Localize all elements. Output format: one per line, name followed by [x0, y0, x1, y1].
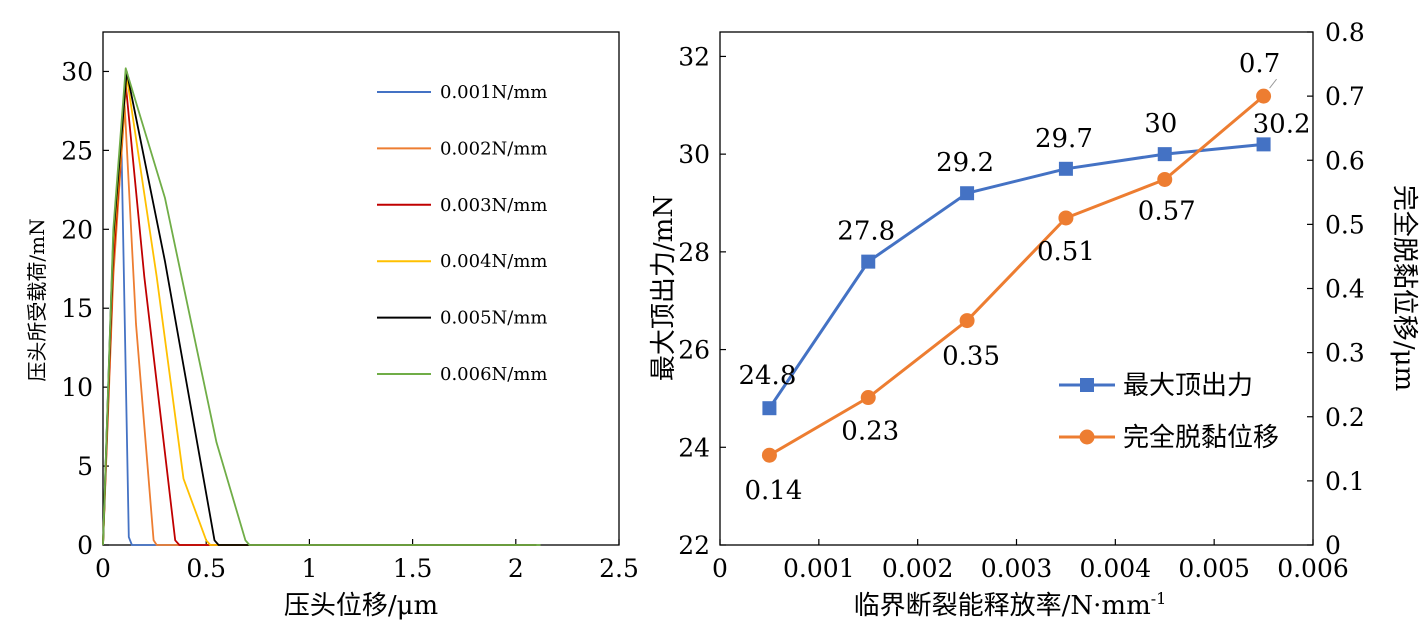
right-legend-marker-2 — [1079, 429, 1095, 445]
left-x-tick-label: 1 — [301, 554, 317, 583]
right-x-tick-label: 0.004 — [1080, 554, 1152, 583]
left-x-tick-label: 2 — [508, 554, 524, 583]
left-legend: 0.001N/mm 0.002N/mm 0.003N/mm 0.004N/mm 0.00… — [377, 82, 547, 385]
force-displacement-vs-energy-chart: 0 0.001 0.002 0.003 0.004 0.005 0.006 22 24 26 28… — [649, 18, 1419, 621]
right-y-right-tick-label: 0.6 — [1325, 146, 1365, 175]
data-point-max-force — [1256, 137, 1271, 152]
right-y-right-tick-label: 0.1 — [1325, 467, 1365, 496]
right-x-tick-label: 0.003 — [981, 554, 1053, 583]
legend-label-5: 0.005N/mm — [440, 308, 547, 329]
left-y-tick-label: 5 — [77, 452, 93, 481]
right-y-right-tick-label: 0 — [1325, 531, 1341, 560]
left-x-tick-label: 2.5 — [599, 554, 639, 583]
left-x-axis-label: 压头位移/μm — [284, 591, 438, 621]
legend-label-6: 0.006N/mm — [440, 364, 547, 385]
label-leader-line — [1269, 78, 1277, 89]
right-x-ticks: 0 0.001 0.002 0.003 0.004 0.005 0.006 — [712, 539, 1349, 583]
right-x-tick-label: 0.005 — [1178, 554, 1250, 583]
data-label-max-force: 24.8 — [738, 361, 796, 391]
right-y-right-tick-label: 0.5 — [1325, 210, 1365, 239]
left-y-tick-label: 20 — [61, 215, 93, 244]
data-label-max-force: 27.8 — [837, 217, 895, 247]
load-displacement-chart: 0 0.5 1 1.5 2 2.5 0 5 10 15 20 25 30 0.001N/mm 0.002… — [25, 31, 639, 621]
data-point-full-debond — [860, 390, 876, 406]
right-y-left-tick-label: 28 — [678, 238, 710, 267]
data-label-full-debond: 0.23 — [841, 417, 899, 447]
data-point-max-force — [1058, 161, 1073, 176]
right-y-right-tick-label: 0.2 — [1325, 403, 1365, 432]
series-line-6 — [102, 67, 541, 546]
right-legend-marker-1 — [1080, 378, 1094, 392]
left-plot-frame — [102, 31, 620, 546]
data-label-full-debond: 0.35 — [942, 342, 1000, 372]
left-y-axis-label: 压头所受载荷/mN — [25, 218, 49, 381]
right-legend-label-1: 最大顶出力 — [1123, 371, 1253, 401]
right-x-axis-label-main: 临界断裂能释放率/N·mm — [854, 591, 1151, 621]
left-x-ticks: 0 0.5 1 1.5 2 2.5 — [95, 539, 639, 583]
right-x-axis-label-sup: -1 — [1151, 589, 1167, 608]
right-y-left-tick-label: 30 — [678, 140, 710, 169]
left-series-lines — [102, 67, 541, 546]
data-point-max-force — [960, 186, 975, 201]
data-point-full-debond — [1058, 210, 1074, 226]
data-label-max-force: 29.2 — [936, 148, 994, 178]
data-label-max-force: 29.7 — [1035, 124, 1093, 154]
right-y-left-tick-label: 22 — [678, 531, 710, 560]
data-label-full-debond: 0.14 — [744, 476, 802, 506]
data-point-max-force — [1157, 147, 1172, 162]
series-line-full-debond — [768, 94, 1265, 457]
legend-label-2: 0.002N/mm — [440, 138, 547, 159]
right-legend-label-2: 完全脱黏位移 — [1123, 423, 1279, 453]
left-x-tick-label: 0 — [95, 554, 111, 583]
data-label-max-force: 30.2 — [1253, 109, 1311, 139]
right-x-tick-label: 0.001 — [783, 554, 855, 583]
right-y-left-tick-label: 32 — [678, 42, 710, 71]
right-y-right-tick-label: 0.3 — [1325, 339, 1365, 368]
right-x-axis-label: 临界断裂能释放率/N·mm-1 — [854, 589, 1167, 621]
legend-label-1: 0.001N/mm — [440, 82, 547, 103]
right-y-right-axis-label: 完全脱黏位移/μm — [1389, 185, 1419, 391]
right-y-left-axis-label: 最大顶出力/mN — [649, 195, 679, 381]
left-y-tick-label: 30 — [61, 57, 93, 86]
left-x-tick-label: 0.5 — [186, 554, 226, 583]
right-y-left-ticks: 22 24 26 28 30 32 — [678, 42, 726, 560]
right-y-left-tick-label: 24 — [678, 433, 710, 462]
data-point-full-debond — [1157, 171, 1173, 187]
right-y-right-tick-label: 0.7 — [1325, 82, 1365, 111]
right-y-right-tick-label: 0.4 — [1325, 275, 1365, 304]
legend-label-4: 0.004N/mm — [440, 251, 547, 272]
right-y-right-ticks: 0 0.1 0.2 0.3 0.4 0.5 0.6 0.7 0.8 — [1307, 18, 1365, 560]
data-point-full-debond — [1256, 88, 1272, 104]
left-y-tick-label: 0 — [77, 531, 93, 560]
right-plot-frame — [719, 31, 1314, 546]
data-label-full-debond: 0.57 — [1138, 196, 1196, 226]
right-x-tick-label: 0.002 — [882, 554, 954, 583]
data-point-full-debond — [761, 447, 777, 463]
right-y-left-tick-label: 26 — [678, 336, 710, 365]
left-y-tick-label: 25 — [61, 136, 93, 165]
left-y-ticks: 0 5 10 15 20 25 30 — [61, 57, 109, 560]
right-series: 24.8 27.8 29.2 29.7 30 30.2 0.14 0.23 0.35 0.51 0.… — [738, 49, 1310, 506]
right-x-tick-label: 0.006 — [1277, 554, 1349, 583]
data-point-max-force — [861, 254, 876, 269]
left-y-tick-label: 15 — [61, 294, 93, 323]
left-x-tick-label: 1.5 — [393, 554, 433, 583]
data-label-max-force: 30 — [1144, 109, 1177, 139]
series-line-max-force — [768, 142, 1264, 410]
right-y-right-tick-label: 0.8 — [1325, 18, 1365, 47]
legend-label-3: 0.003N/mm — [440, 195, 547, 216]
data-point-full-debond — [959, 313, 975, 329]
data-label-full-debond: 0.7 — [1239, 49, 1280, 79]
left-y-tick-label: 10 — [61, 373, 93, 402]
right-x-tick-label: 0 — [712, 554, 728, 583]
data-point-max-force — [762, 401, 777, 416]
data-label-full-debond: 0.51 — [1037, 237, 1095, 267]
